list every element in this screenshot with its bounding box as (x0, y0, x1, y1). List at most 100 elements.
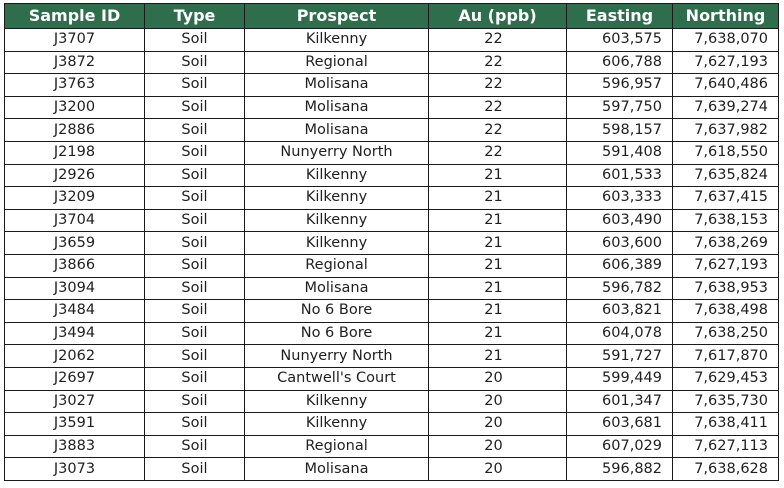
prospect-cell: Nunyerry North (244, 344, 429, 368)
column-header-northing: Northing (672, 3, 779, 29)
prospect-cell: Kilkenny (244, 186, 429, 210)
prospect-cell: Kilkenny (244, 389, 429, 414)
type-cell: Soil (144, 457, 245, 481)
au-ppb-cell: 21 (428, 186, 567, 210)
easting-cell: 598,157 (566, 118, 673, 142)
table-row: J3591 Soil Kilkenny 20 603,681 7,638,411 (4, 412, 779, 436)
table-row: J3866 Soil Regional 21 606,389 7,627,193 (4, 253, 779, 278)
easting-cell: 596,882 (566, 457, 673, 481)
easting-cell: 599,449 (566, 366, 673, 391)
prospect-cell: Molisana (244, 457, 429, 481)
northing-cell: 7,627,193 (672, 253, 779, 278)
easting-cell: 603,681 (566, 412, 673, 436)
northing-cell: 7,629,453 (672, 366, 779, 391)
northing-cell: 7,637,415 (672, 186, 779, 210)
sample-id-cell: J3707 (4, 28, 145, 52)
prospect-cell: Molisana (244, 276, 429, 301)
au-ppb-cell: 20 (428, 457, 567, 481)
northing-cell: 7,638,269 (672, 231, 779, 255)
au-ppb-cell: 21 (428, 321, 567, 346)
northing-cell: 7,635,730 (672, 389, 779, 414)
table-row: J3659 Soil Kilkenny 21 603,600 7,638,269 (4, 231, 779, 255)
prospect-cell: Molisana (244, 95, 429, 120)
au-ppb-cell: 21 (428, 163, 567, 188)
type-cell: Soil (144, 299, 245, 323)
table-row: J3872 Soil Regional 22 606,788 7,627,193 (4, 50, 779, 75)
table-row: J3494 Soil No 6 Bore 21 604,078 7,638,250 (4, 321, 779, 346)
prospect-cell: Kilkenny (244, 412, 429, 436)
au-ppb-cell: 21 (428, 253, 567, 278)
au-ppb-cell: 20 (428, 434, 567, 459)
sample-id-cell: J3883 (4, 434, 145, 459)
northing-cell: 7,635,824 (672, 163, 779, 188)
prospect-cell: Nunyerry North (244, 140, 429, 165)
easting-cell: 603,333 (566, 186, 673, 210)
column-header-sample-id: Sample ID (4, 3, 145, 29)
prospect-cell: Cantwell's Court (244, 366, 429, 391)
table-row: J3484 Soil No 6 Bore 21 603,821 7,638,498 (4, 299, 779, 323)
northing-cell: 7,638,250 (672, 321, 779, 346)
table-row: J2062 Soil Nunyerry North 21 591,727 7,617,87… (4, 344, 779, 368)
prospect-cell: Molisana (244, 73, 429, 97)
type-cell: Soil (144, 208, 245, 233)
table-header: Sample ID Type Prospect Au (ppb) Easting… (4, 3, 779, 29)
sample-id-cell: J3209 (4, 186, 145, 210)
sample-id-cell: J3763 (4, 73, 145, 97)
table-row: J2886 Soil Molisana 22 598,157 7,637,982 (4, 118, 779, 142)
au-ppb-cell: 21 (428, 276, 567, 301)
au-ppb-cell: 22 (428, 28, 567, 52)
table-row: J2697 Soil Cantwell's Court 20 599,449 7,629,… (4, 366, 779, 391)
sample-id-cell: J3094 (4, 276, 145, 301)
northing-cell: 7,618,550 (672, 140, 779, 165)
au-ppb-cell: 22 (428, 73, 567, 97)
easting-cell: 606,389 (566, 253, 673, 278)
type-cell: Soil (144, 73, 245, 97)
sample-id-cell: J3200 (4, 95, 145, 120)
table-row: J3094 Soil Molisana 21 596,782 7,638,953 (4, 276, 779, 301)
table-row: J2198 Soil Nunyerry North 22 591,408 7,618,55… (4, 140, 779, 165)
sample-id-cell: J2926 (4, 163, 145, 188)
sample-id-cell: J3484 (4, 299, 145, 323)
northing-cell: 7,638,953 (672, 276, 779, 301)
prospect-cell: No 6 Bore (244, 321, 429, 346)
au-ppb-cell: 21 (428, 208, 567, 233)
sample-id-cell: J3494 (4, 321, 145, 346)
northing-cell: 7,638,070 (672, 28, 779, 52)
sample-id-cell: J3591 (4, 412, 145, 436)
au-ppb-cell: 22 (428, 95, 567, 120)
northing-cell: 7,638,411 (672, 412, 779, 436)
easting-cell: 601,533 (566, 163, 673, 188)
au-ppb-cell: 22 (428, 50, 567, 75)
type-cell: Soil (144, 321, 245, 346)
prospect-cell: Kilkenny (244, 163, 429, 188)
sample-id-cell: J2697 (4, 366, 145, 391)
easting-cell: 591,727 (566, 344, 673, 368)
type-cell: Soil (144, 253, 245, 278)
northing-cell: 7,637,982 (672, 118, 779, 142)
sample-id-cell: J2062 (4, 344, 145, 368)
easting-cell: 606,788 (566, 50, 673, 75)
sample-id-cell: J3659 (4, 231, 145, 255)
easting-cell: 603,575 (566, 28, 673, 52)
au-ppb-cell: 22 (428, 140, 567, 165)
type-cell: Soil (144, 118, 245, 142)
northing-cell: 7,638,628 (672, 457, 779, 481)
easting-cell: 604,078 (566, 321, 673, 346)
type-cell: Soil (144, 140, 245, 165)
column-header-prospect: Prospect (244, 3, 429, 29)
sample-id-cell: J3027 (4, 389, 145, 414)
table-row: J3200 Soil Molisana 22 597,750 7,639,274 (4, 95, 779, 120)
sample-id-cell: J2886 (4, 118, 145, 142)
northing-cell: 7,640,486 (672, 73, 779, 97)
assay-results-table-container: Sample ID Type Prospect Au (ppb) Easting… (4, 3, 779, 481)
au-ppb-cell: 22 (428, 118, 567, 142)
northing-cell: 7,638,498 (672, 299, 779, 323)
type-cell: Soil (144, 412, 245, 436)
table-row: J3704 Soil Kilkenny 21 603,490 7,638,153 (4, 208, 779, 233)
au-ppb-cell: 20 (428, 389, 567, 414)
sample-id-cell: J3073 (4, 457, 145, 481)
column-header-type: Type (144, 3, 245, 29)
assay-results-table: Sample ID Type Prospect Au (ppb) Easting… (4, 3, 779, 481)
prospect-cell: Kilkenny (244, 231, 429, 255)
northing-cell: 7,639,274 (672, 95, 779, 120)
